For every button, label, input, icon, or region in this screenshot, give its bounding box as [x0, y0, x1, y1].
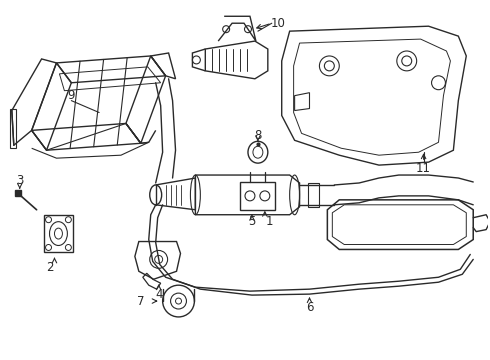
Text: 11: 11	[416, 162, 431, 175]
Text: 1: 1	[266, 215, 273, 228]
Text: 7: 7	[137, 294, 145, 307]
Text: 5: 5	[248, 215, 256, 228]
Text: 8: 8	[254, 129, 262, 142]
Text: 10: 10	[270, 17, 285, 30]
Text: 6: 6	[306, 301, 313, 314]
Text: 3: 3	[16, 174, 24, 186]
Text: 2: 2	[46, 261, 53, 274]
Text: 4: 4	[155, 288, 162, 301]
Text: 9: 9	[68, 89, 75, 102]
